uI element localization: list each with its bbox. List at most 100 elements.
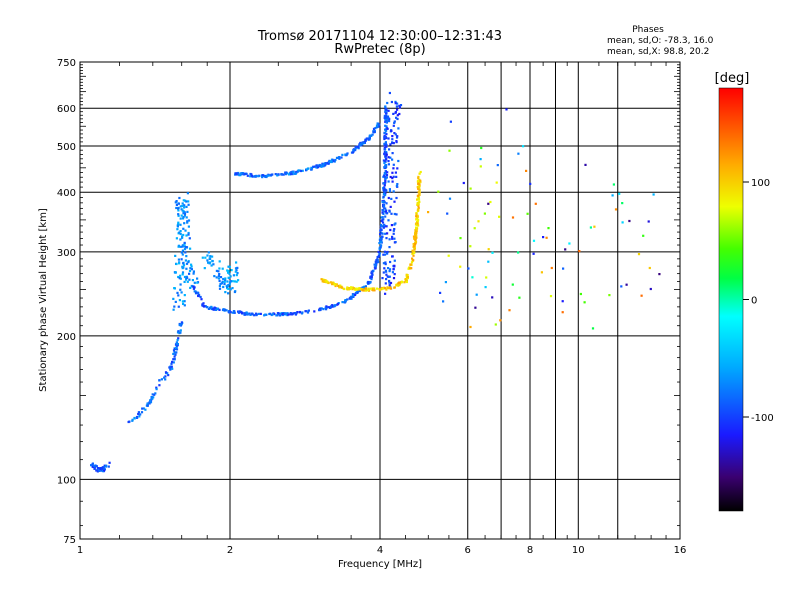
data-point [375, 124, 379, 127]
data-point [176, 331, 180, 334]
data-point [177, 223, 180, 226]
data-point [137, 412, 140, 416]
data-point [320, 278, 323, 281]
data-point [386, 252, 389, 255]
y-tick-label: 300 [57, 248, 76, 259]
data-point [177, 337, 180, 340]
data-point [319, 308, 322, 311]
data-point [181, 271, 185, 274]
data-point [342, 287, 345, 291]
data-point [384, 178, 387, 182]
data-point [382, 226, 385, 229]
data-point [403, 281, 406, 284]
data-point [289, 312, 292, 315]
data-point [382, 253, 385, 256]
data-point [417, 209, 420, 212]
data-point [380, 231, 383, 234]
data-point [200, 298, 203, 301]
data-point [388, 190, 392, 193]
data-point [175, 203, 178, 206]
data-point [387, 287, 391, 290]
data-point [243, 173, 246, 176]
data-point [389, 156, 392, 159]
data-point [352, 295, 355, 298]
data-point [291, 171, 294, 174]
data-point [323, 164, 327, 167]
data-point [413, 248, 416, 251]
data-point [187, 200, 190, 203]
data-point [405, 279, 408, 282]
data-point [264, 175, 267, 178]
data-point [201, 256, 204, 259]
data-point [382, 203, 385, 206]
data-point [483, 212, 486, 215]
data-point [370, 276, 373, 279]
data-point [196, 277, 199, 280]
data-point [294, 313, 297, 316]
data-point [207, 307, 210, 310]
data-point [273, 312, 276, 316]
data-point [384, 269, 387, 272]
data-point [325, 305, 328, 308]
data-point [383, 136, 386, 139]
data-point [227, 269, 230, 273]
data-point [233, 280, 236, 283]
data-point [384, 180, 387, 183]
data-point [177, 221, 180, 224]
data-point [196, 281, 199, 284]
data-point [383, 142, 386, 145]
data-point [175, 237, 178, 240]
data-point [383, 176, 387, 179]
data-point [180, 321, 183, 324]
data-point [384, 215, 387, 218]
data-point [175, 200, 178, 203]
data-point [172, 352, 175, 355]
data-point [379, 246, 382, 249]
data-point [388, 148, 391, 151]
data-point [416, 222, 419, 225]
data-point [301, 169, 304, 172]
data-point [391, 237, 394, 240]
data-point [192, 287, 195, 290]
data-point [383, 172, 386, 175]
data-point [391, 180, 394, 183]
data-point [334, 158, 337, 162]
data-point [477, 220, 480, 223]
data-point [184, 246, 187, 249]
data-point [177, 258, 180, 261]
data-point [417, 187, 420, 190]
data-point [344, 300, 347, 303]
data-point [542, 236, 545, 239]
data-point [181, 265, 184, 268]
data-point [372, 269, 375, 272]
data-point [174, 271, 177, 274]
data-point [174, 300, 177, 303]
data-point [146, 404, 149, 407]
data-point [181, 236, 184, 239]
data-point [385, 176, 388, 179]
data-point [418, 186, 421, 189]
data-point [158, 384, 161, 387]
data-point [415, 231, 418, 234]
data-point [206, 254, 209, 257]
data-point [338, 157, 341, 160]
data-point [382, 188, 385, 191]
data-point [387, 267, 390, 270]
data-point [329, 305, 333, 308]
data-point [286, 312, 289, 315]
data-point [388, 238, 391, 241]
data-point [140, 411, 144, 414]
data-point [152, 396, 155, 399]
data-point [525, 169, 528, 172]
data-point [380, 240, 383, 244]
data-point [384, 131, 387, 134]
data-point [371, 270, 374, 274]
data-point [378, 242, 381, 245]
data-point [564, 248, 567, 251]
data-point [376, 122, 379, 125]
data-point [382, 262, 385, 265]
data-point [407, 267, 411, 270]
data-point [374, 260, 377, 263]
data-point [392, 190, 395, 193]
data-point [491, 296, 494, 299]
